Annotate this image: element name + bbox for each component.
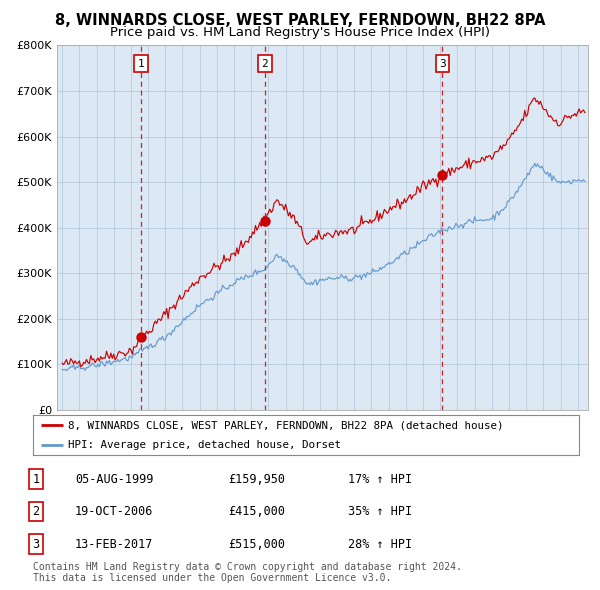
- Text: £415,000: £415,000: [228, 505, 285, 518]
- Text: 05-AUG-1999: 05-AUG-1999: [75, 473, 154, 486]
- Text: 2: 2: [32, 505, 40, 518]
- Text: Price paid vs. HM Land Registry's House Price Index (HPI): Price paid vs. HM Land Registry's House …: [110, 26, 490, 39]
- Text: 2: 2: [262, 58, 268, 68]
- Text: 19-OCT-2006: 19-OCT-2006: [75, 505, 154, 518]
- Text: 1: 1: [32, 473, 40, 486]
- Text: £515,000: £515,000: [228, 537, 285, 550]
- Text: 8, WINNARDS CLOSE, WEST PARLEY, FERNDOWN, BH22 8PA (detached house): 8, WINNARDS CLOSE, WEST PARLEY, FERNDOWN…: [68, 421, 504, 430]
- Text: 13-FEB-2017: 13-FEB-2017: [75, 537, 154, 550]
- Text: 3: 3: [32, 537, 40, 550]
- Text: 1: 1: [137, 58, 144, 68]
- Text: HPI: Average price, detached house, Dorset: HPI: Average price, detached house, Dors…: [68, 441, 341, 450]
- Text: 8, WINNARDS CLOSE, WEST PARLEY, FERNDOWN, BH22 8PA: 8, WINNARDS CLOSE, WEST PARLEY, FERNDOWN…: [55, 13, 545, 28]
- Text: 3: 3: [439, 58, 446, 68]
- Text: Contains HM Land Registry data © Crown copyright and database right 2024.
This d: Contains HM Land Registry data © Crown c…: [33, 562, 462, 584]
- Text: 35% ↑ HPI: 35% ↑ HPI: [348, 505, 412, 518]
- Text: £159,950: £159,950: [228, 473, 285, 486]
- Text: 28% ↑ HPI: 28% ↑ HPI: [348, 537, 412, 550]
- Text: 17% ↑ HPI: 17% ↑ HPI: [348, 473, 412, 486]
